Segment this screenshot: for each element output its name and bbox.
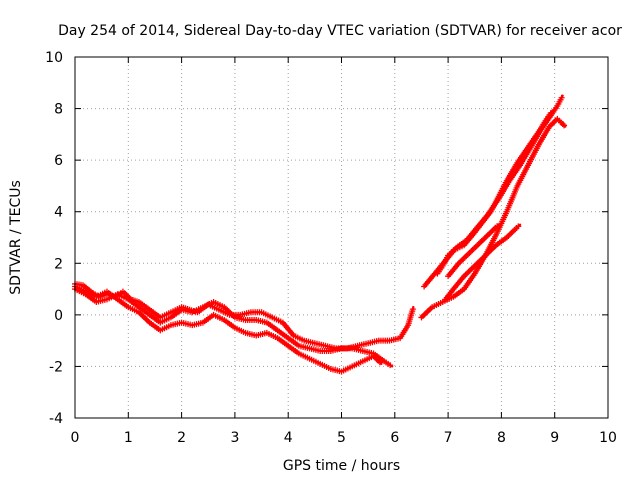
x-tick-label: 1 (124, 430, 133, 446)
y-axis-title: SDTVAR / TECUs (8, 180, 24, 295)
y-tick-label: 8 (54, 102, 63, 118)
x-tick-label: 4 (284, 430, 293, 446)
data-point (494, 223, 501, 230)
series-arc-3 (72, 283, 383, 375)
series-arc-6 (442, 223, 522, 303)
data-series (72, 94, 568, 375)
x-tick-label: 8 (497, 430, 506, 446)
x-tick-label: 6 (390, 430, 399, 446)
x-tick-label: 3 (230, 430, 239, 446)
series-arc-1 (72, 280, 416, 352)
x-axis-title: GPS time / hours (283, 458, 400, 474)
data-point (515, 223, 522, 230)
y-tick-label: 6 (54, 153, 63, 169)
data-point (547, 110, 554, 117)
series-arc-7 (434, 110, 554, 277)
y-tick-label: -2 (49, 359, 63, 375)
x-tick-label: 5 (337, 430, 346, 446)
data-point (558, 94, 565, 101)
y-tick-label: -4 (49, 411, 63, 427)
data-point (409, 306, 416, 313)
series-arc-4 (418, 115, 568, 321)
data-point (559, 121, 566, 128)
series-arc-8 (445, 223, 501, 280)
x-tick-label: 7 (444, 430, 453, 446)
chart-title: Day 254 of 2014, Sidereal Day-to-day VTE… (58, 23, 622, 39)
x-tick-label: 9 (550, 430, 559, 446)
data-point (387, 362, 394, 369)
x-tick-label: 2 (177, 430, 186, 446)
y-tick-label: 0 (54, 308, 63, 324)
y-tick-label: 10 (45, 50, 63, 66)
axis-ticks (74, 56, 609, 419)
data-point (376, 359, 383, 366)
x-tick-label: 10 (599, 430, 617, 446)
y-tick-label: 4 (54, 205, 63, 221)
series-arc-2 (72, 286, 394, 369)
y-tick-label: 2 (54, 256, 63, 272)
y-tick-labels: -4 -2 0 2 4 6 8 10 (45, 50, 63, 427)
x-tick-labels: 0 1 2 3 4 5 6 7 8 9 10 (71, 430, 617, 446)
grid-lines (75, 57, 608, 418)
data-point (561, 122, 568, 129)
x-tick-label: 0 (71, 430, 80, 446)
series-trace (420, 117, 567, 319)
